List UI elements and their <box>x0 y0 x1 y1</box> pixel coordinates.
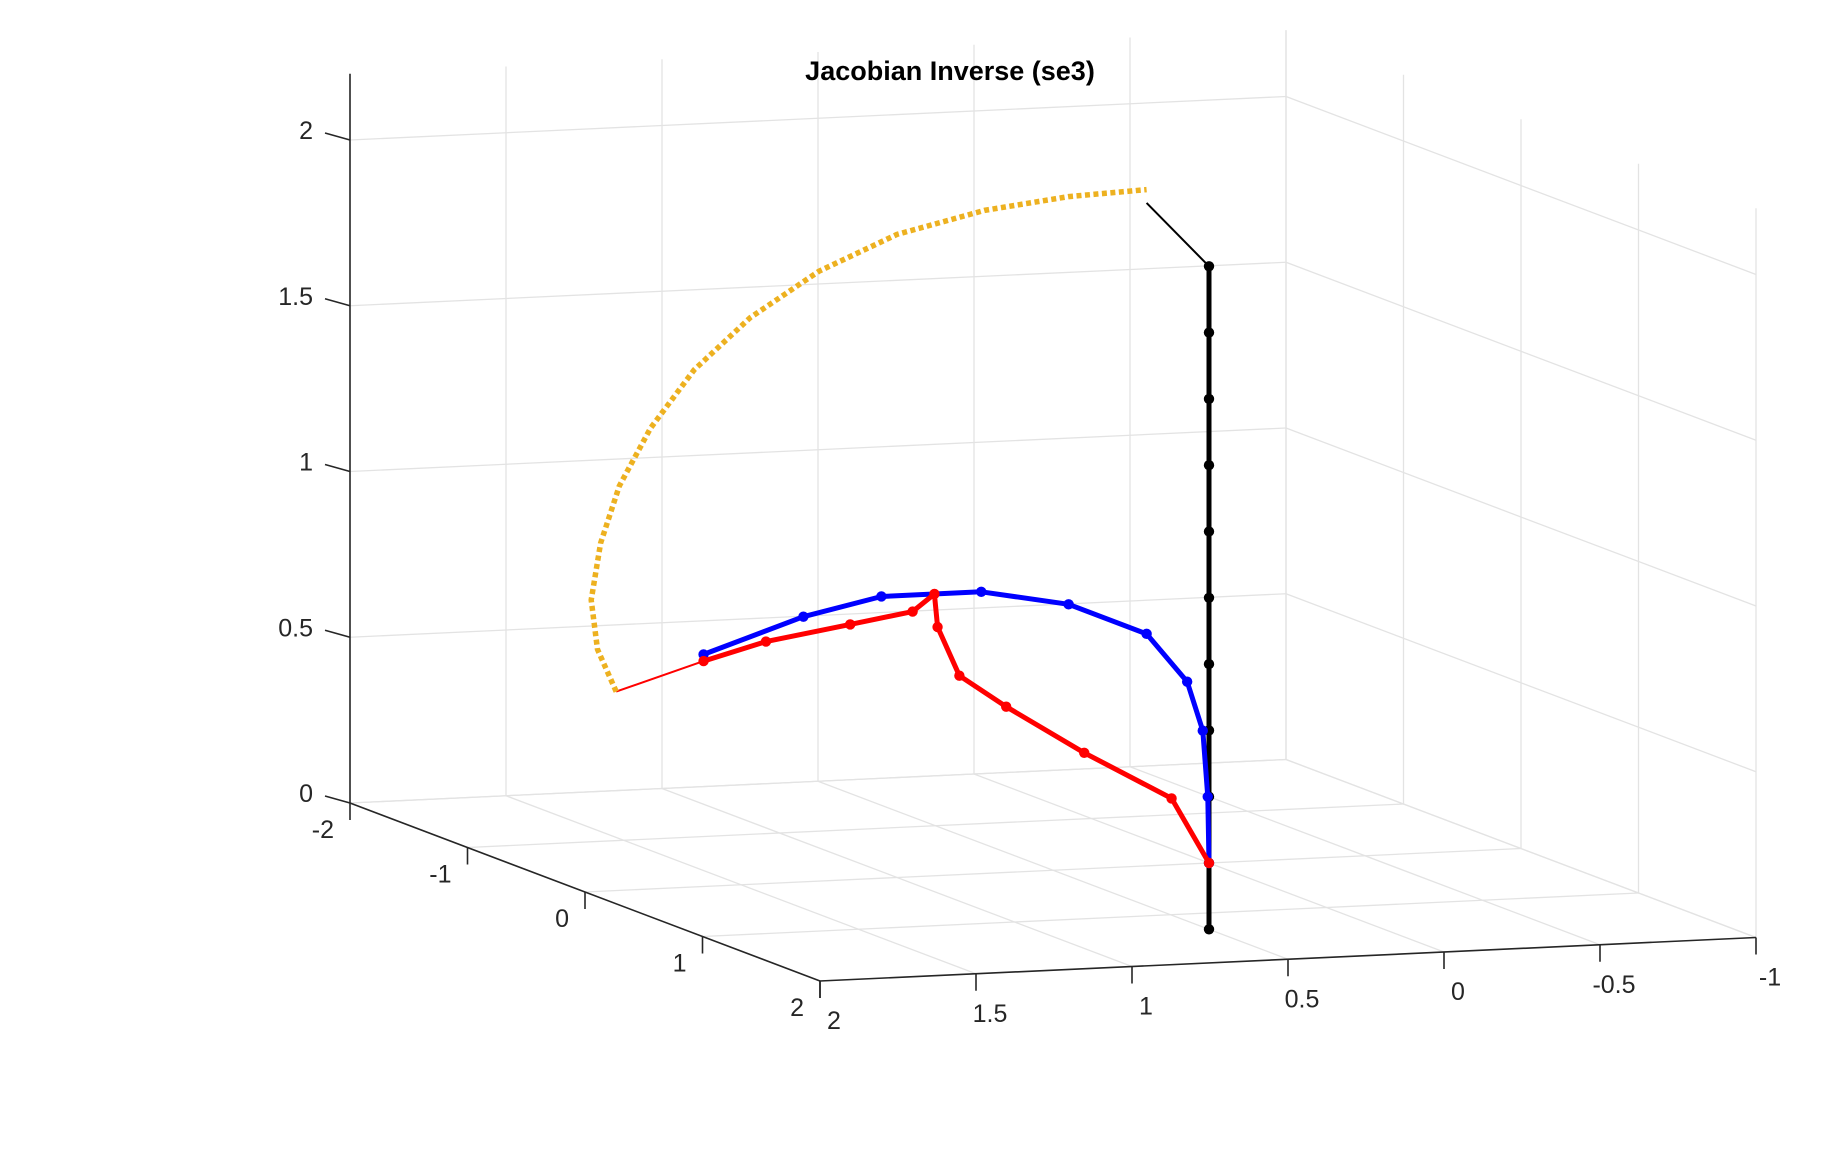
red-configuration-point <box>760 636 772 647</box>
x-tick-label: -2 <box>312 816 334 844</box>
blue-configuration-point <box>976 586 987 598</box>
y-tick-label: 0 <box>1451 978 1465 1006</box>
y-tick-label: 2 <box>827 1007 841 1035</box>
grid-line-wall-y-z <box>1285 95 1757 276</box>
blue-configuration-line <box>702 589 1212 864</box>
red-configuration-point <box>932 621 943 633</box>
blue-configuration-point <box>1197 725 1208 736</box>
y-tick-label: 0.5 <box>1285 985 1320 1013</box>
blue-configuration-point <box>876 591 887 602</box>
y-tick-label: -0.5 <box>1592 971 1635 999</box>
orange-target-trajectory-line <box>588 186 1147 693</box>
black-initial-configuration-point <box>1203 460 1215 471</box>
grid-line-wall-y-z <box>1285 261 1757 441</box>
z-tick-mark <box>324 463 351 473</box>
grid-line-wall-y-z <box>1285 427 1757 607</box>
z-tick-label: 1.5 <box>278 283 313 311</box>
grid-line-floor-y <box>661 787 1133 968</box>
data-series <box>588 186 1215 935</box>
blue-configuration-point <box>1202 791 1213 802</box>
grid-line-wall-x-z <box>349 261 1287 307</box>
grid-line-wall-x-z <box>349 95 1287 141</box>
z-tick-mark <box>324 795 351 804</box>
grid-line-wall-x-z <box>349 427 1287 473</box>
red-configuration-point <box>907 606 918 617</box>
red-configuration-point <box>1203 857 1215 869</box>
z-tick-label: 2 <box>299 117 313 145</box>
red-configuration-point <box>845 619 856 630</box>
blue-configuration-point <box>1141 628 1152 640</box>
z-tick-mark <box>324 297 351 307</box>
grid-line-wall-y-z <box>1285 758 1757 939</box>
z-tick-mark <box>324 629 351 639</box>
blue-configuration-point <box>1063 599 1074 610</box>
red-configuration-point <box>929 588 940 600</box>
red-configuration-point <box>1001 701 1012 712</box>
y-tick-label: -1 <box>1759 964 1781 992</box>
blue-configuration-point <box>798 611 809 622</box>
y-tick-label: 1.5 <box>973 1000 1008 1028</box>
red-configuration-point <box>954 670 965 681</box>
chart-title: Jacobian Inverse (se3) <box>805 56 1095 86</box>
black-initial-configuration-point <box>1203 526 1215 537</box>
black-initial-configuration-point <box>1203 592 1215 603</box>
black-end-link-line <box>1145 202 1210 268</box>
grid-line-wall-y-z <box>1285 593 1757 773</box>
x-tick-label: 2 <box>790 994 804 1022</box>
z-tick-label: 1 <box>299 449 313 477</box>
black-initial-configuration-point <box>1203 924 1215 935</box>
tick-marks <box>324 132 1757 998</box>
x-tick-label: 0 <box>555 905 569 933</box>
z-tick-label: 0 <box>299 780 313 808</box>
black-initial-configuration-point <box>1203 327 1215 338</box>
grid-line-wall-x-z <box>349 758 1287 804</box>
black-initial-configuration-point <box>1203 393 1215 405</box>
red-configuration-point <box>1166 793 1177 804</box>
blue-configuration-point <box>1181 676 1193 687</box>
red-end-link-line <box>615 660 704 693</box>
grid-line-floor-y <box>505 795 977 975</box>
z-tick-label: 0.5 <box>278 614 313 642</box>
red-configuration-point <box>1079 747 1090 758</box>
black-initial-configuration-point <box>1203 658 1215 670</box>
x-tick-label: -1 <box>429 861 451 889</box>
x-tick-label: 1 <box>673 950 687 978</box>
y-tick-label: 1 <box>1139 993 1153 1021</box>
z-tick-mark <box>324 132 351 141</box>
